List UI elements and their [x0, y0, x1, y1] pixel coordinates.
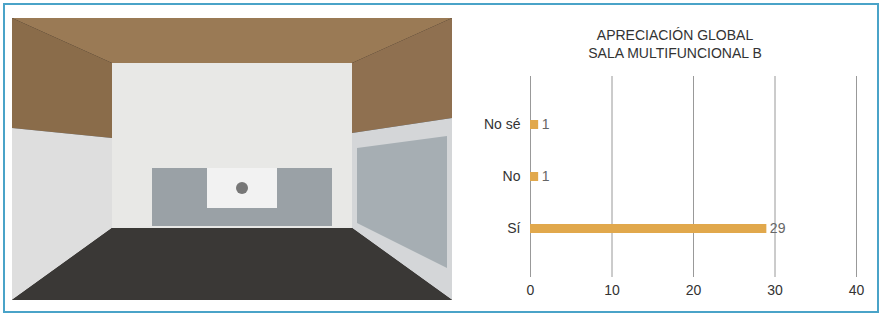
svg-text:20: 20	[686, 282, 702, 298]
svg-text:No: No	[503, 168, 521, 184]
svg-text:0: 0	[527, 282, 535, 298]
html-text:APRECIACIÓN GLOBAL SALA MULTIF: APRECIACIÓN GLOBAL SALA MULTIFUNCIONAL B	[588, 27, 762, 61]
svg-text:No sé: No sé	[484, 116, 521, 132]
svg-text:Sí: Sí	[507, 220, 520, 236]
svg-text:29: 29	[770, 220, 786, 236]
svg-text:1: 1	[542, 168, 550, 184]
svg-text:30: 30	[767, 282, 783, 298]
svg-text:10: 10	[604, 282, 620, 298]
svg-text:40: 40	[849, 282, 865, 298]
svg-text:1: 1	[542, 116, 550, 132]
